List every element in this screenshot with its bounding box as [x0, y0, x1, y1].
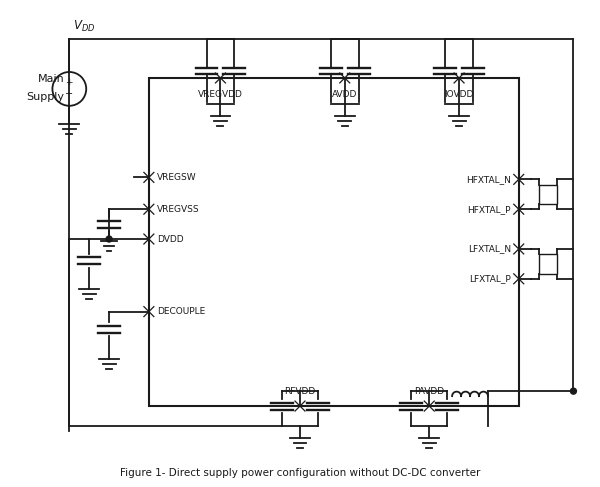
- Text: −: −: [65, 89, 73, 99]
- Text: DECOUPLE: DECOUPLE: [157, 307, 205, 316]
- Text: RFVDD: RFVDD: [284, 387, 316, 396]
- Text: VREGVDD: VREGVDD: [198, 90, 243, 99]
- Text: HFXTAL_N: HFXTAL_N: [466, 175, 511, 184]
- Circle shape: [106, 236, 112, 242]
- Text: VREGVSS: VREGVSS: [157, 205, 199, 214]
- Text: AVDD: AVDD: [332, 90, 358, 99]
- Bar: [149, 78, 519, 406]
- Text: VREGSW: VREGSW: [157, 173, 196, 182]
- Text: LFXTAL_P: LFXTAL_P: [469, 274, 511, 283]
- Text: Figure 1- Direct supply power configuration without DC-DC converter: Figure 1- Direct supply power configurat…: [120, 468, 480, 478]
- Text: Supply: Supply: [26, 92, 64, 102]
- Text: DVDD: DVDD: [157, 235, 184, 244]
- Bar: [539, 254, 557, 274]
- Circle shape: [426, 388, 432, 394]
- Bar: [539, 185, 557, 204]
- Text: IOVDD: IOVDD: [445, 90, 474, 99]
- Circle shape: [485, 388, 491, 394]
- Text: +: +: [65, 78, 73, 88]
- Text: Main: Main: [38, 74, 64, 84]
- Text: $V_{DD}$: $V_{DD}$: [73, 19, 95, 34]
- Circle shape: [297, 388, 303, 394]
- Text: HFXTAL_P: HFXTAL_P: [467, 205, 511, 214]
- Text: PAVDD: PAVDD: [414, 387, 445, 396]
- Circle shape: [571, 388, 577, 394]
- Text: LFXTAL_N: LFXTAL_N: [467, 244, 511, 253]
